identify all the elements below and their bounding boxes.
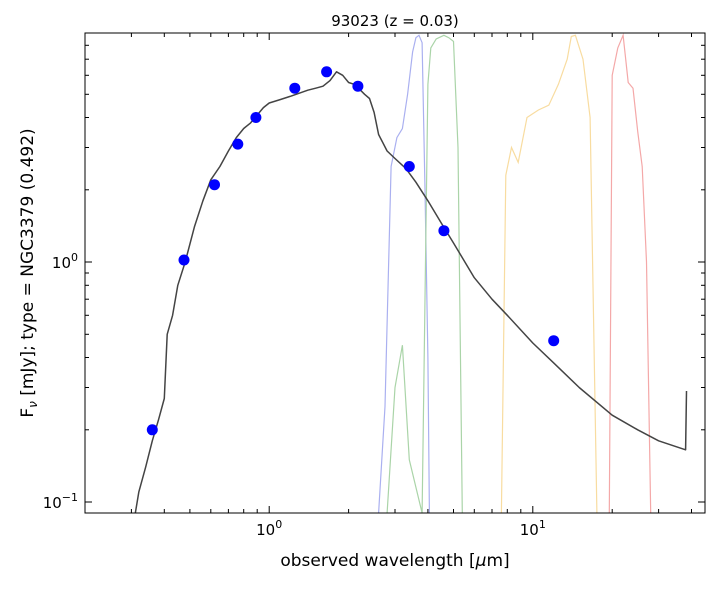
y-axis-label-text: [mJy]; type = NGC3379 (0.492) <box>18 128 38 401</box>
x-axis-label: observed wavelength [μm] <box>280 551 509 571</box>
x-tick-label-2-exp: 1 <box>539 518 546 531</box>
photometry-point-6 <box>289 82 301 94</box>
photometry-point-7 <box>321 66 333 78</box>
y-tick-label-2-exp: 0 <box>71 251 78 264</box>
x-tick-label-2: 101 <box>520 518 546 539</box>
y-tick-label-2: 100 <box>52 251 78 272</box>
filter-curve-1 <box>378 34 430 513</box>
chart-title: 93023 (z = 0.03) <box>331 12 459 30</box>
filter-curve-2 <box>386 34 463 513</box>
filter-curves <box>378 33 652 513</box>
x-tick-label-1-exp: 0 <box>275 518 282 531</box>
filter-curve-3 <box>500 34 598 513</box>
photometry-point-10 <box>438 225 450 237</box>
photometry-point-1 <box>146 424 158 436</box>
photometry-point-5 <box>250 112 262 123</box>
photometry-points <box>146 66 560 436</box>
y-tick-label-1-base: 10 <box>43 494 62 512</box>
x-axis-label-unit: m] <box>486 551 509 571</box>
y-tick-label-1: 10−1 <box>43 491 78 512</box>
photometry-point-8 <box>352 80 364 92</box>
x-axis-label-text: observed wavelength [ <box>280 551 475 571</box>
x-tick-label-2-base: 10 <box>520 521 539 539</box>
photometry-point-2 <box>178 254 190 266</box>
y-tick-label-1-exp: −1 <box>62 491 78 504</box>
photometry-point-4 <box>232 138 244 150</box>
photometry-point-11 <box>548 335 560 347</box>
y-axis-label-f: F <box>18 408 38 418</box>
y-axis-label: Fν [mJy]; type = NGC3379 (0.492) <box>18 128 40 417</box>
x-tick-label-1-base: 10 <box>256 521 275 539</box>
plot-area-background <box>85 33 705 513</box>
x-tick-label-1: 100 <box>256 518 282 539</box>
filter-curve-4 <box>608 33 652 513</box>
x-axis-label-mu: μ <box>475 551 487 571</box>
y-axis-label-nu: ν <box>26 401 40 408</box>
photometry-point-9 <box>403 161 415 172</box>
y-tick-label-2-base: 10 <box>52 254 71 272</box>
photometry-point-3 <box>209 179 220 191</box>
